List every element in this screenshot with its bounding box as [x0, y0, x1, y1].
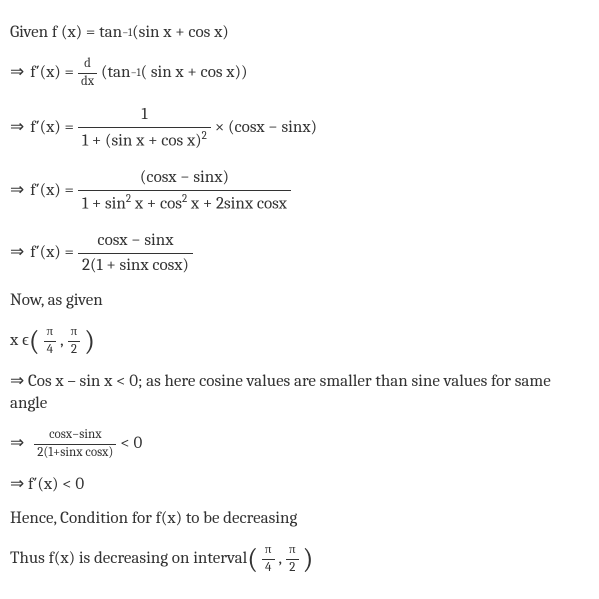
line-cos-sin: ⇒ Cos x – sin x < 0; as here cosine valu… — [10, 371, 589, 415]
numerator: cosx−sinx — [34, 427, 116, 445]
fraction-pi4: π 4 — [262, 542, 275, 577]
lhs: f′(x) = — [30, 180, 74, 202]
denominator: 4 — [44, 342, 57, 359]
fraction-pi2: π 2 — [68, 324, 81, 359]
numerator: d — [78, 56, 97, 74]
text: x + cos — [131, 194, 182, 213]
fraction-d-dx: d dx — [78, 56, 97, 91]
paren-close: ) — [84, 327, 95, 355]
text: (tan — [101, 62, 131, 84]
rhs: × (cosx − sinx) — [215, 117, 317, 139]
numerator: π — [44, 324, 57, 342]
denominator: dx — [78, 74, 97, 91]
text: x ϵ — [10, 330, 29, 352]
text: ⇒ f′(x) < 0 — [10, 474, 84, 496]
line-interval-1: x ϵ ( π 4 , π 2 ) — [10, 324, 589, 359]
text: (sin x + cos x) — [132, 22, 229, 44]
line-thus: Thus f(x) is decreasing on interval ( π … — [10, 542, 589, 577]
fraction: (cosx − sinx) 1 + sin2 x + cos2 x + 2sin… — [78, 166, 291, 217]
text: Now, as given — [10, 290, 103, 312]
denominator: 2 — [286, 560, 299, 577]
text: ⇒ Cos x – sin x < 0; as here cosine valu… — [10, 371, 589, 415]
fraction-pi2: π 2 — [286, 542, 299, 577]
numerator: cosx − sinx — [78, 229, 193, 254]
text: x + 2sinx cosx — [187, 194, 287, 213]
numerator: (cosx − sinx) — [78, 166, 291, 191]
superscript: 2 — [202, 129, 207, 142]
arrow-icon: ⇒ — [10, 117, 24, 139]
line-deriv-1: ⇒ f′(x) = d dx (tan−1( sin x + cos x)) — [10, 56, 589, 91]
denominator: 1 + sin2 x + cos2 x + 2sinx cosx — [78, 191, 291, 217]
fraction-pi4: π 4 — [44, 324, 57, 359]
lhs: f′(x) = — [30, 62, 74, 84]
text: Given f (x) = tan — [10, 22, 122, 44]
text: Hence, Condition for f(x) to be decreasi… — [10, 508, 297, 530]
text: 1 + (sin x + cos x) — [82, 132, 202, 151]
denominator: 2 — [68, 342, 81, 359]
paren-close: ) — [303, 545, 314, 573]
superscript: −1 — [131, 66, 141, 80]
line-now: Now, as given — [10, 290, 589, 312]
arrow-icon: ⇒ — [10, 180, 24, 202]
line-given: Given f (x) = tan−1 (sin x + cos x) — [10, 22, 589, 44]
line-fprime-neg: ⇒ f′(x) < 0 — [10, 474, 589, 496]
numerator: π — [262, 542, 275, 560]
lhs: f′(x) = — [30, 117, 74, 139]
line-deriv-2: ⇒ f′(x) = 1 1 + (sin x + cos x)2 × (cosx… — [10, 103, 589, 154]
arrow-icon: ⇒ — [10, 433, 24, 455]
line-deriv-3: ⇒ f′(x) = (cosx − sinx) 1 + sin2 x + cos… — [10, 166, 589, 217]
numerator: π — [286, 542, 299, 560]
superscript: −1 — [122, 26, 132, 40]
denominator: 2(1+sinx cosx) — [34, 445, 116, 462]
paren-open: ( — [247, 545, 258, 573]
numerator: 1 — [78, 103, 211, 128]
arrow-icon: ⇒ — [10, 242, 24, 264]
fraction: cosx−sinx 2(1+sinx cosx) — [34, 427, 116, 462]
text: Thus f(x) is decreasing on interval — [10, 548, 247, 570]
denominator: 1 + (sin x + cos x)2 — [78, 128, 211, 154]
denominator: 2(1 + sinx cosx) — [78, 254, 193, 278]
fraction: cosx − sinx 2(1 + sinx cosx) — [78, 229, 193, 278]
comma: , — [60, 330, 64, 352]
numerator: π — [68, 324, 81, 342]
lhs: f′(x) = — [30, 242, 74, 264]
paren-open: ( — [29, 327, 40, 355]
line-ineq-frac: ⇒ cosx−sinx 2(1+sinx cosx) < 0 — [10, 427, 589, 462]
denominator: 4 — [262, 560, 275, 577]
text: ( sin x + cos x)) — [141, 62, 248, 84]
comma: , — [279, 548, 283, 570]
line-hence: Hence, Condition for f(x) to be decreasi… — [10, 508, 589, 530]
arrow-icon: ⇒ — [10, 62, 24, 84]
rhs: < 0 — [120, 433, 142, 455]
fraction: 1 1 + (sin x + cos x)2 — [78, 103, 211, 154]
text: 1 + sin — [82, 194, 126, 213]
line-deriv-4: ⇒ f′(x) = cosx − sinx 2(1 + sinx cosx) — [10, 229, 589, 278]
